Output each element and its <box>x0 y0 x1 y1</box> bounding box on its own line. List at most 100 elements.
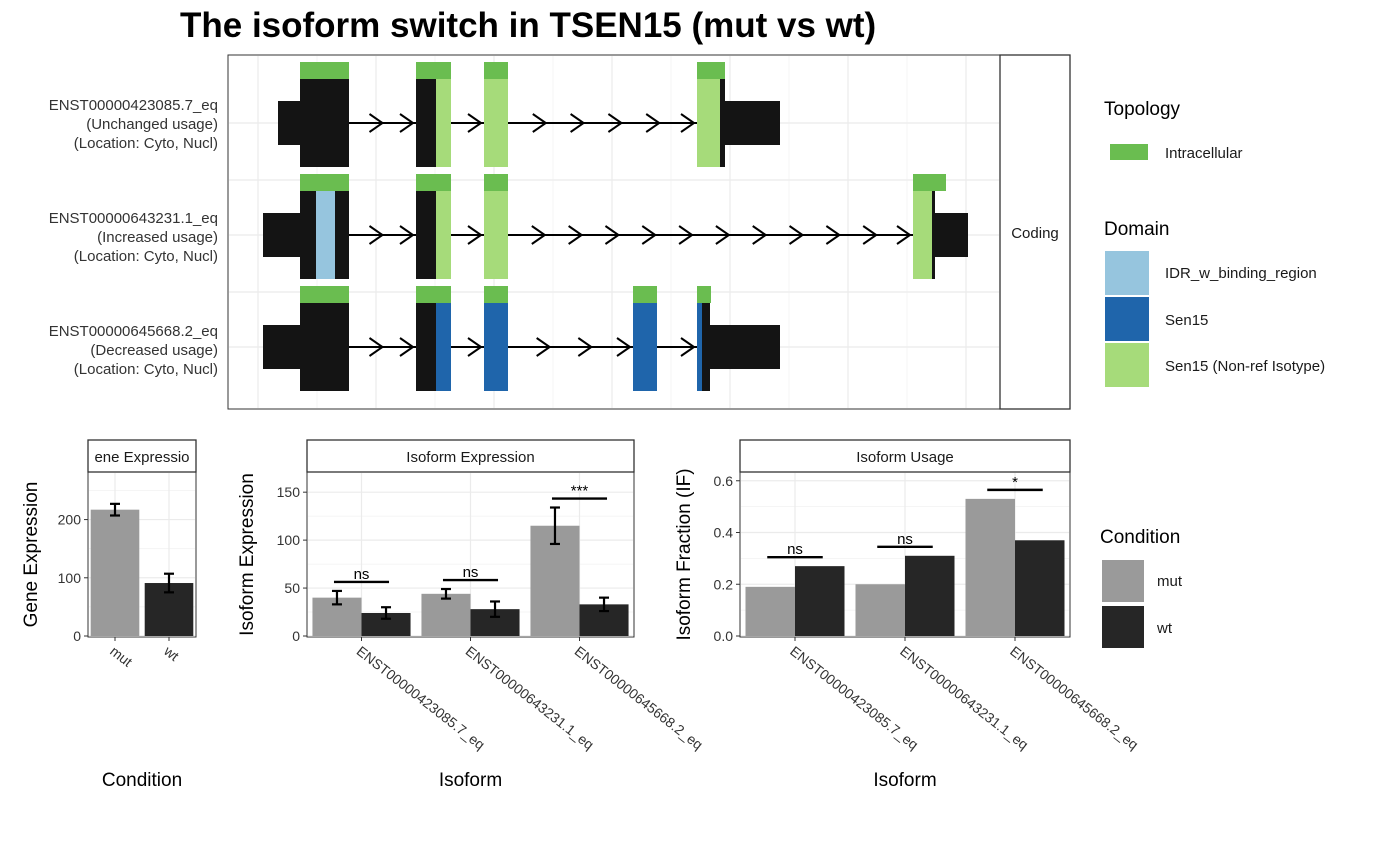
significance-label: * <box>1012 474 1018 491</box>
intron-arrow <box>678 225 694 245</box>
intron-arrow <box>715 225 731 245</box>
intron-arrow <box>604 225 621 245</box>
coding-exon <box>300 79 349 167</box>
transcript-label-1: ENST00000423085.7_eq (Unchanged usage) (… <box>49 97 218 152</box>
transcript-location: (Location: Cyto, Nucl) <box>74 135 218 152</box>
domain-legend-title: Domain <box>1104 219 1169 240</box>
condition-legend-title: Condition <box>1100 527 1180 548</box>
coding-strip <box>999 54 1071 410</box>
legend: Topology Intracellular Domain IDR_w_bind… <box>1100 99 1325 648</box>
bar-wt <box>361 612 411 636</box>
y-axis-title: Gene Expression <box>21 482 42 628</box>
y-tick-label: 100 <box>277 532 301 548</box>
x-tick-label: ENST00000423085.7_eq <box>787 643 921 753</box>
y-axis-title: Isoform Fraction (IF) <box>674 468 695 640</box>
strip-box <box>87 439 197 473</box>
intron-arrow <box>680 337 696 357</box>
intron-arrow <box>641 225 658 245</box>
x-tick-label: mut <box>107 643 135 670</box>
legend-key-intracellular <box>1110 144 1148 160</box>
domain-sen15_nonref <box>436 191 451 279</box>
y-tick-label: 100 <box>58 570 82 586</box>
domain-sen15 <box>633 303 657 391</box>
intron-arrow <box>788 225 805 245</box>
bars <box>745 498 1065 636</box>
strip-label: Isoform Usage <box>856 449 954 466</box>
legend-key-wt <box>1102 606 1144 648</box>
intron-arrow <box>680 113 696 133</box>
topology-legend-title: Topology <box>1104 99 1181 120</box>
intron-arrow <box>467 225 483 245</box>
intron-arrow <box>752 225 768 245</box>
legend-label-sen15-nonref: Sen15 (Non-ref Isotype) <box>1165 358 1325 375</box>
legend-label-idr: IDR_w_binding_region <box>1165 265 1317 282</box>
transcript-id: ENST00000643231.1_eq <box>49 210 218 227</box>
x-axis-title: Condition <box>102 770 182 791</box>
legend-label-sen15: Sen15 <box>1165 312 1208 329</box>
bar-wt <box>905 555 955 636</box>
topology-intracellular <box>633 286 657 303</box>
utr-exon <box>278 101 300 145</box>
coding-exon <box>300 303 349 391</box>
transcript-row-3 <box>263 286 780 391</box>
coding-exon <box>416 303 436 391</box>
topology-intracellular <box>300 174 349 191</box>
intron-arrow <box>368 225 385 245</box>
gene-expression-chart: ene Expressio 0 100 200 mut wt Condition Gene E… <box>21 439 197 791</box>
topology-intracellular <box>300 286 349 303</box>
significance-label: ns <box>354 566 370 583</box>
transcript-location: (Location: Cyto, Nucl) <box>74 361 218 378</box>
intron-arrow <box>577 337 594 357</box>
y-tick-label: 0.0 <box>714 628 734 644</box>
transcript-row-2 <box>263 174 968 279</box>
x-axis-title: Isoform <box>439 770 502 791</box>
legend-label-mut: mut <box>1157 573 1183 590</box>
utr-exon <box>710 325 780 369</box>
intron-arrow <box>896 225 912 245</box>
transcript-usage: (Unchanged usage) <box>86 116 218 133</box>
topology-intracellular <box>416 174 451 191</box>
intron-arrow <box>368 113 385 133</box>
intron-arrow <box>399 113 415 133</box>
significance-label: ns <box>787 541 803 558</box>
bar-mut <box>421 593 471 636</box>
x-axis-title: Isoform <box>873 770 936 791</box>
domain-sen15 <box>436 303 451 391</box>
transcript-label-3: ENST00000645668.2_eq (Decreased usage) (… <box>49 323 218 378</box>
transcript-id: ENST00000645668.2_eq <box>49 323 218 340</box>
legend-key-sen15-nonref <box>1105 343 1149 387</box>
domain-sen15_nonref <box>484 79 508 167</box>
legend-label-wt: wt <box>1156 620 1173 637</box>
intron-arrow <box>862 225 878 245</box>
transcript-location: (Location: Cyto, Nucl) <box>74 248 218 265</box>
intron-arrow <box>368 337 385 357</box>
legend-key-mut <box>1102 560 1144 602</box>
bar-mut <box>965 498 1015 636</box>
topology-intracellular <box>300 62 349 79</box>
intron-arrow <box>616 337 632 357</box>
bar-mut <box>745 586 795 636</box>
intron-arrow <box>467 113 483 133</box>
domain-sen15 <box>697 303 702 391</box>
intron-arrow <box>645 113 661 133</box>
transcript-usage: (Decreased usage) <box>90 342 218 359</box>
transcript-label-2: ENST00000643231.1_eq (Increased usage) (… <box>49 210 218 265</box>
y-tick-label: 150 <box>277 484 301 500</box>
significance-label: ns <box>897 531 913 548</box>
domain-sen15_nonref <box>484 191 508 279</box>
intron-arrow <box>607 113 624 133</box>
utr-exon <box>263 325 300 369</box>
utr-exon <box>725 101 780 145</box>
transcript-structures <box>263 62 968 391</box>
bars <box>90 502 194 636</box>
topology-intracellular <box>697 62 725 79</box>
figure-title: The isoform switch in TSEN15 (mut vs wt) <box>180 6 876 45</box>
bar-wt <box>1015 540 1065 636</box>
intron-arrow <box>568 225 584 245</box>
bars <box>312 506 629 636</box>
domain-sen15_nonref <box>436 79 451 167</box>
intron-arrow <box>825 225 842 245</box>
strip-box <box>739 439 1071 473</box>
